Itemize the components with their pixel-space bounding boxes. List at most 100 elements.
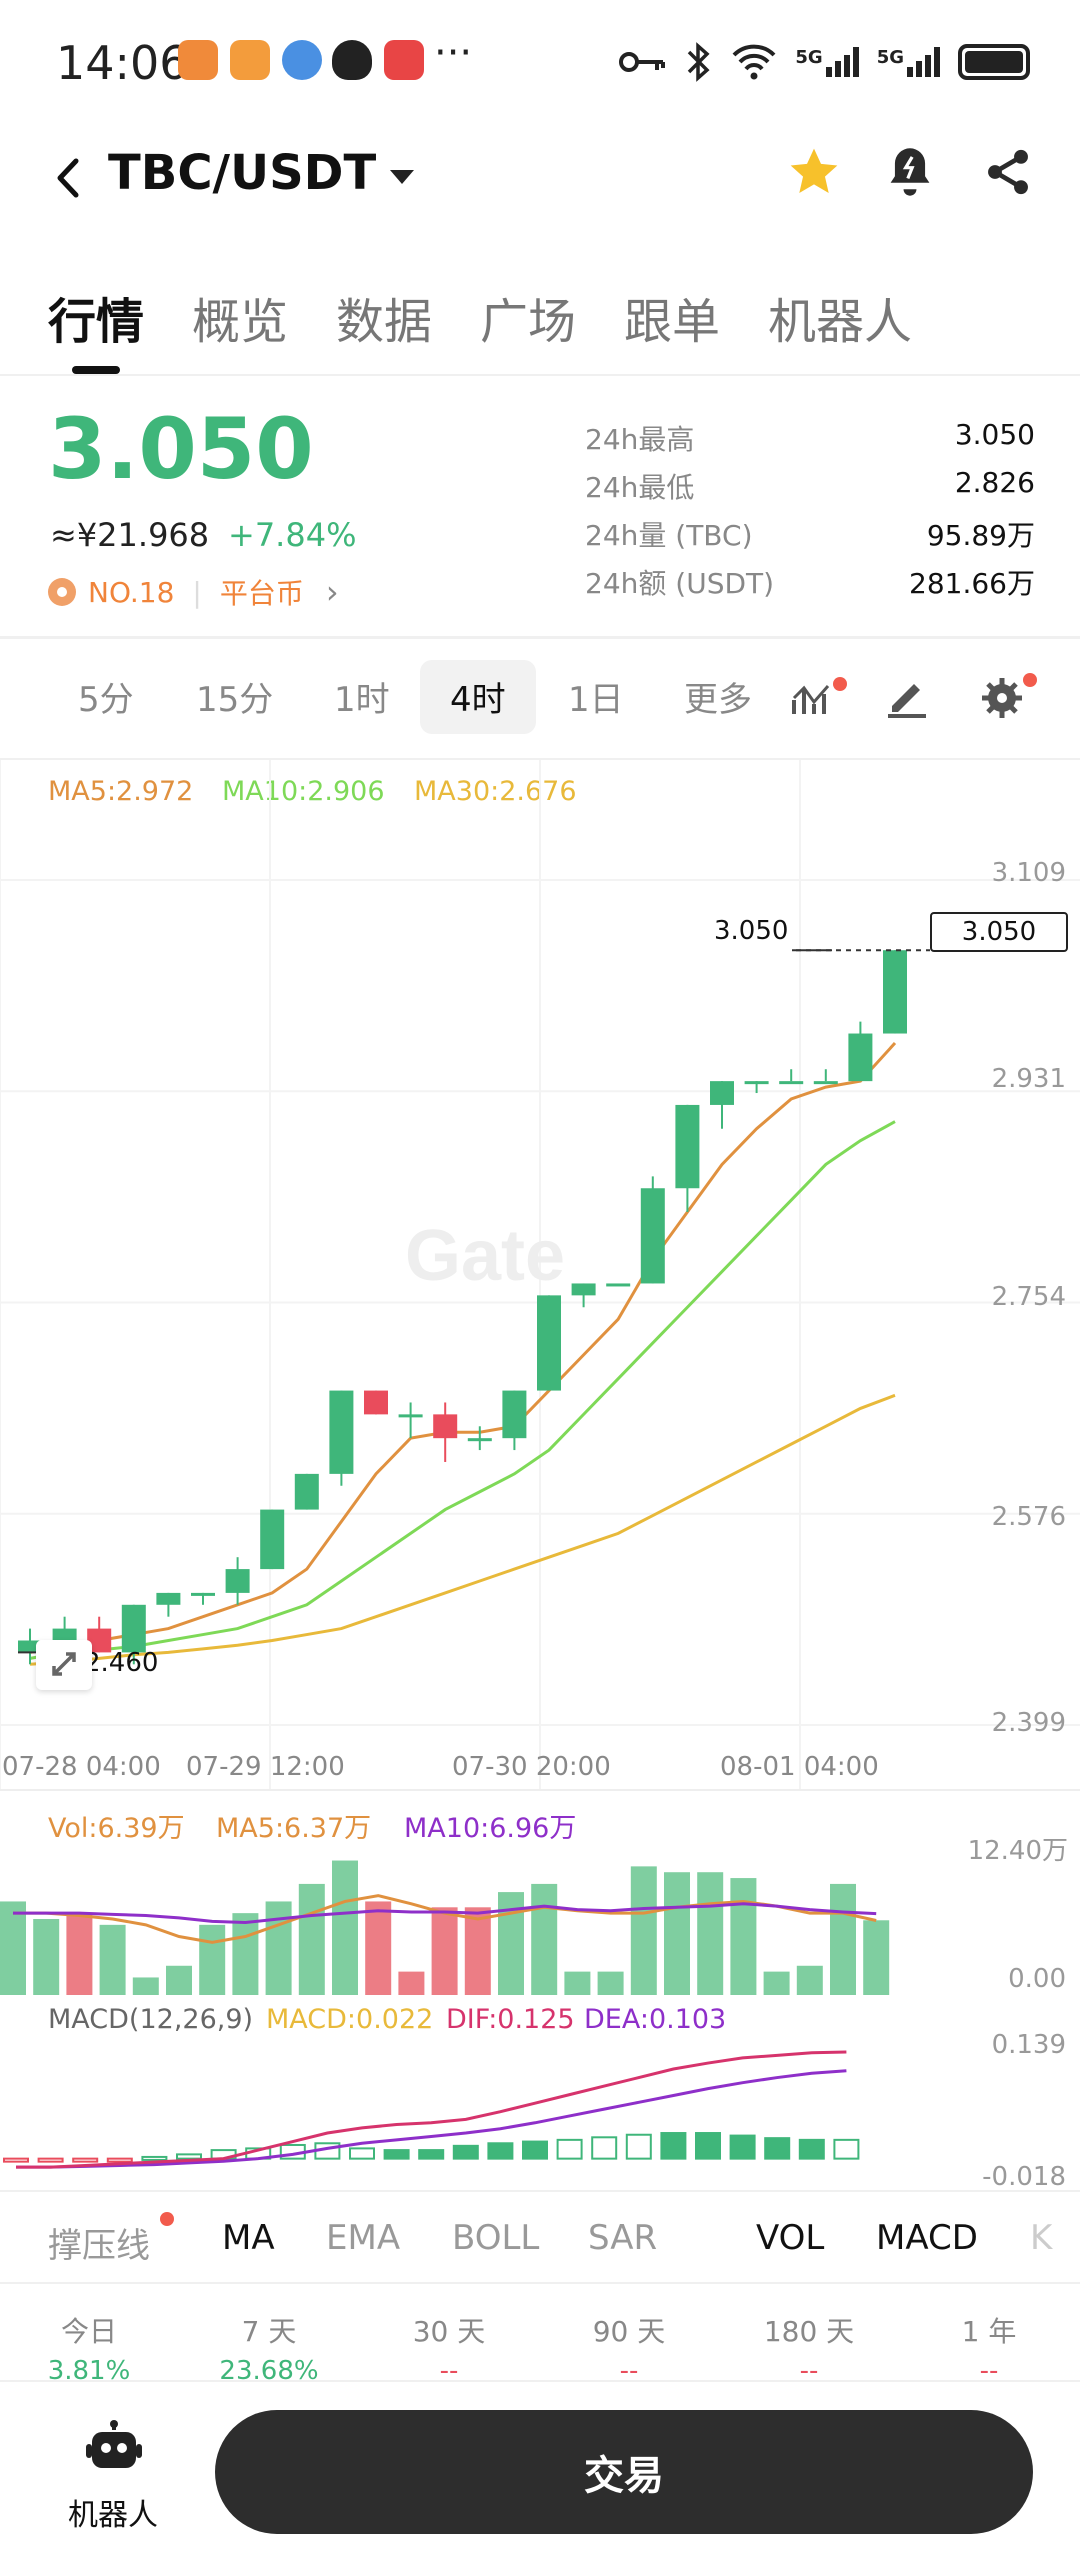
time-axis-label: 07-30 20:00 [452, 1752, 611, 1782]
volume-bar [796, 1965, 823, 1995]
wifi-icon [732, 44, 776, 80]
price-change: +7.84% [228, 516, 357, 554]
status-bar: 14:06 ··· 5G 5G [0, 0, 1080, 130]
candle-body [640, 1188, 665, 1284]
tab-bot[interactable]: 机器人 [768, 294, 913, 350]
price-axis-label: 2.931 [991, 1064, 1066, 1094]
indicator-sar[interactable]: SAR [588, 2218, 658, 2258]
timeframe-1h[interactable]: 1时 [334, 680, 390, 720]
vol-ma10-line [13, 1902, 877, 1925]
candle-body [710, 1081, 734, 1105]
divider [0, 636, 1080, 639]
qq-icon [332, 40, 372, 80]
price-axis-label: 3.109 [991, 858, 1066, 888]
macd-histogram-bar [522, 2140, 548, 2160]
trade-button[interactable]: 交易 [215, 2410, 1033, 2534]
volume-bar [597, 1971, 624, 1995]
bluetooth-icon [688, 42, 710, 82]
expand-chart-icon[interactable] [36, 1640, 92, 1690]
volume-bar [332, 1860, 358, 1995]
candlestick-chart[interactable]: Gate [0, 760, 1080, 1800]
battery-icon [958, 44, 1030, 80]
share-icon[interactable] [982, 146, 1034, 202]
caret-down-icon[interactable] [388, 160, 416, 195]
macd-histogram-bar [729, 2134, 756, 2160]
tab-square[interactable]: 广场 [480, 294, 577, 350]
macd-histogram-bar [3, 2157, 29, 2163]
ma10-legend: MA10:2.906 [222, 776, 385, 807]
indicator-boll[interactable]: BOLL [452, 2218, 540, 2258]
stat-row: 24h量 (TBC) 95.89万 [585, 519, 1035, 552]
volume-bar [531, 1883, 558, 1995]
indicator-macd[interactable]: MACD [876, 2218, 978, 2258]
vol-legend: Vol:6.39万 [48, 1813, 185, 1844]
favorite-star-icon[interactable] [786, 144, 842, 204]
tab-copy-trade[interactable]: 跟单 [624, 294, 721, 350]
indicator-kdj[interactable]: K [1030, 2218, 1053, 2258]
perf-label: 90 天 [592, 2315, 666, 2348]
perf-value: -- [619, 2356, 639, 2386]
volume-bar [298, 1883, 325, 1995]
price-axis-label: 2.576 [991, 1502, 1066, 1532]
candle-body [571, 1283, 596, 1296]
macd-title: MACD(12,26,9) [48, 2004, 254, 2035]
perf-label: 7 天 [241, 2315, 297, 2348]
volume-bar [33, 1918, 60, 1995]
price-axis-label: 2.754 [991, 1282, 1066, 1312]
timeframe-15m[interactable]: 15分 [196, 680, 274, 720]
ma10-line [29, 1120, 896, 1660]
last-price: 3.050 [48, 400, 314, 498]
vol-axis-label: 0.00 [1008, 1964, 1066, 1994]
pair-selector[interactable]: TBC/USDT [108, 145, 377, 201]
stats-panel: 24h最高 3.050 24h最低 2.826 24h量 (TBC) 95.89万 2… [585, 418, 1035, 610]
indicator-support-resistance[interactable]: 撑压线 [48, 2226, 150, 2266]
ma5-legend: MA5:2.972 [48, 776, 194, 807]
macd-histogram-bar [591, 2136, 618, 2160]
timeframe-5m[interactable]: 5分 [78, 680, 134, 720]
divider [0, 2190, 1080, 2192]
macd-histogram-bar [660, 2132, 687, 2160]
tab-market[interactable]: 行情 [48, 294, 145, 350]
volume-bar [564, 1971, 591, 1995]
high-price-label: 3.050 [714, 916, 789, 946]
candle-body [294, 1473, 319, 1510]
timeframe-4h[interactable]: 4时 [450, 680, 506, 720]
timeframe-more[interactable]: 更多 [684, 680, 752, 720]
candle-body [398, 1414, 423, 1418]
chart-settings-gear-icon[interactable] [980, 672, 1040, 726]
tab-overview[interactable]: 概览 [192, 294, 289, 350]
volume-bar [464, 1907, 491, 1995]
stat-row: 24h最低 2.826 [585, 466, 1035, 504]
indicator-vol[interactable]: VOL [756, 2218, 825, 2258]
candle-body [779, 1081, 804, 1085]
indicator-chart-icon[interactable] [790, 676, 848, 724]
indicator-ma[interactable]: MA [222, 2218, 275, 2258]
robot-icon[interactable] [84, 2420, 144, 2480]
candle-body [225, 1569, 250, 1593]
robot-label[interactable]: 机器人 [68, 2498, 158, 2533]
rank-row[interactable]: NO.18 | 平台币 › [48, 572, 339, 612]
macd-histogram-bar [764, 2137, 791, 2160]
macd-histogram-bar [383, 2149, 410, 2160]
app-notification-icon [230, 40, 270, 80]
volume-bar [664, 1872, 690, 1995]
timeframe-1d[interactable]: 1日 [568, 680, 624, 720]
back-arrow-icon[interactable] [48, 148, 88, 218]
volume-bar [265, 1901, 292, 1995]
macd-value: MACD:0.022 [266, 2004, 434, 2035]
browser-icon [282, 40, 322, 80]
draw-pencil-icon[interactable] [884, 676, 930, 724]
candle-body [675, 1104, 700, 1189]
tab-data[interactable]: 数据 [336, 294, 433, 350]
time-axis-label: 08-01 04:00 [720, 1752, 879, 1782]
volume-bar [431, 1907, 458, 1995]
macd-axis-label: -0.018 [982, 2162, 1066, 2192]
macd-histogram-bar [833, 2138, 860, 2160]
indicator-ema[interactable]: EMA [326, 2218, 401, 2258]
rank-dot-icon [48, 578, 76, 606]
volume-macd-chart[interactable] [0, 1830, 1080, 2230]
signal-5g-icon: 5G [877, 47, 940, 77]
low-price-label: 2.460 [84, 1648, 159, 1678]
price-alert-bell-icon[interactable] [884, 144, 936, 204]
dif-line [16, 2050, 847, 2169]
